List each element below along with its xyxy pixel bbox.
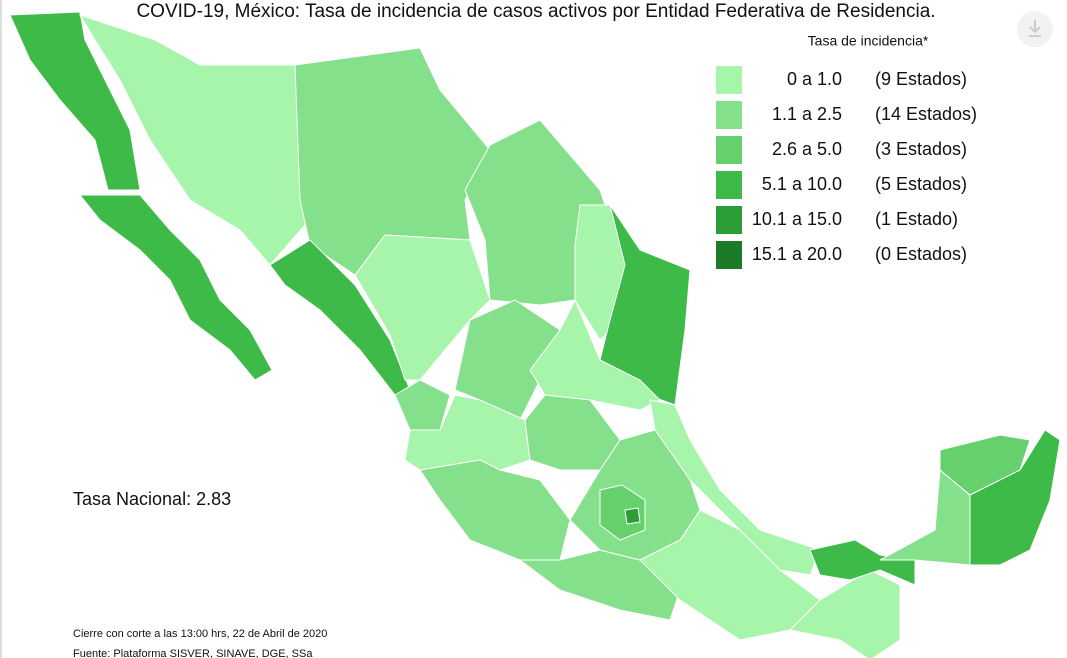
download-button[interactable] bbox=[1017, 11, 1053, 47]
legend-count: (1 Estado) bbox=[875, 209, 958, 229]
legend-count: (0 Estados) bbox=[875, 244, 967, 264]
baja-california-sur bbox=[78, 194, 273, 381]
national-rate: Tasa Nacional: 2.83 bbox=[73, 489, 231, 509]
nayarit bbox=[394, 379, 451, 431]
ciudad-de-mexico bbox=[624, 507, 641, 525]
estado-de-mexico bbox=[599, 484, 646, 541]
baja-california bbox=[9, 11, 141, 191]
legend-count: (3 Estados) bbox=[875, 139, 967, 159]
legend-range: 5.1 a 10.0 bbox=[762, 174, 842, 194]
legend-swatch bbox=[716, 101, 742, 129]
download-icon bbox=[1029, 20, 1041, 37]
legend-count: (9 Estados) bbox=[875, 69, 967, 89]
legend-range: 1.1 a 2.5 bbox=[772, 104, 842, 124]
states bbox=[9, 11, 1061, 658]
legend-range: 15.1 a 20.0 bbox=[752, 244, 842, 264]
legend-title: Tasa de incidencia* bbox=[808, 33, 929, 49]
legend-range: 2.6 a 5.0 bbox=[772, 139, 842, 159]
bajio bbox=[524, 394, 621, 471]
footnote: Fuente: Plataforma SISVER, SINAVE, DGE, … bbox=[73, 648, 313, 658]
legend: 0 a 1.0 (9 Estados) 1.1 a 2.5 (14 Estados) 2… bbox=[716, 66, 977, 269]
legend-swatch bbox=[716, 136, 742, 164]
map-title: COVID-19, México: Tasa de incidencia de … bbox=[136, 1, 935, 22]
chiapas bbox=[788, 569, 901, 658]
legend-range: 10.1 a 15.0 bbox=[752, 209, 842, 229]
quintana-roo bbox=[969, 429, 1061, 566]
legend-swatch bbox=[716, 171, 742, 199]
sonora bbox=[78, 14, 306, 266]
legend-count: (5 Estados) bbox=[875, 174, 967, 194]
legend-swatch bbox=[716, 66, 742, 94]
san-luis-potosi bbox=[529, 298, 661, 411]
tabasco bbox=[809, 539, 916, 586]
michoacan bbox=[419, 459, 571, 561]
legend-count: (14 Estados) bbox=[875, 104, 977, 124]
legend-range: 0 a 1.0 bbox=[787, 69, 842, 89]
legend-swatch bbox=[716, 241, 742, 269]
footnote: Cierre con corte a las 13:00 hrs, 22 de … bbox=[73, 628, 327, 640]
zacatecas bbox=[454, 299, 561, 421]
legend-swatch bbox=[716, 206, 742, 234]
